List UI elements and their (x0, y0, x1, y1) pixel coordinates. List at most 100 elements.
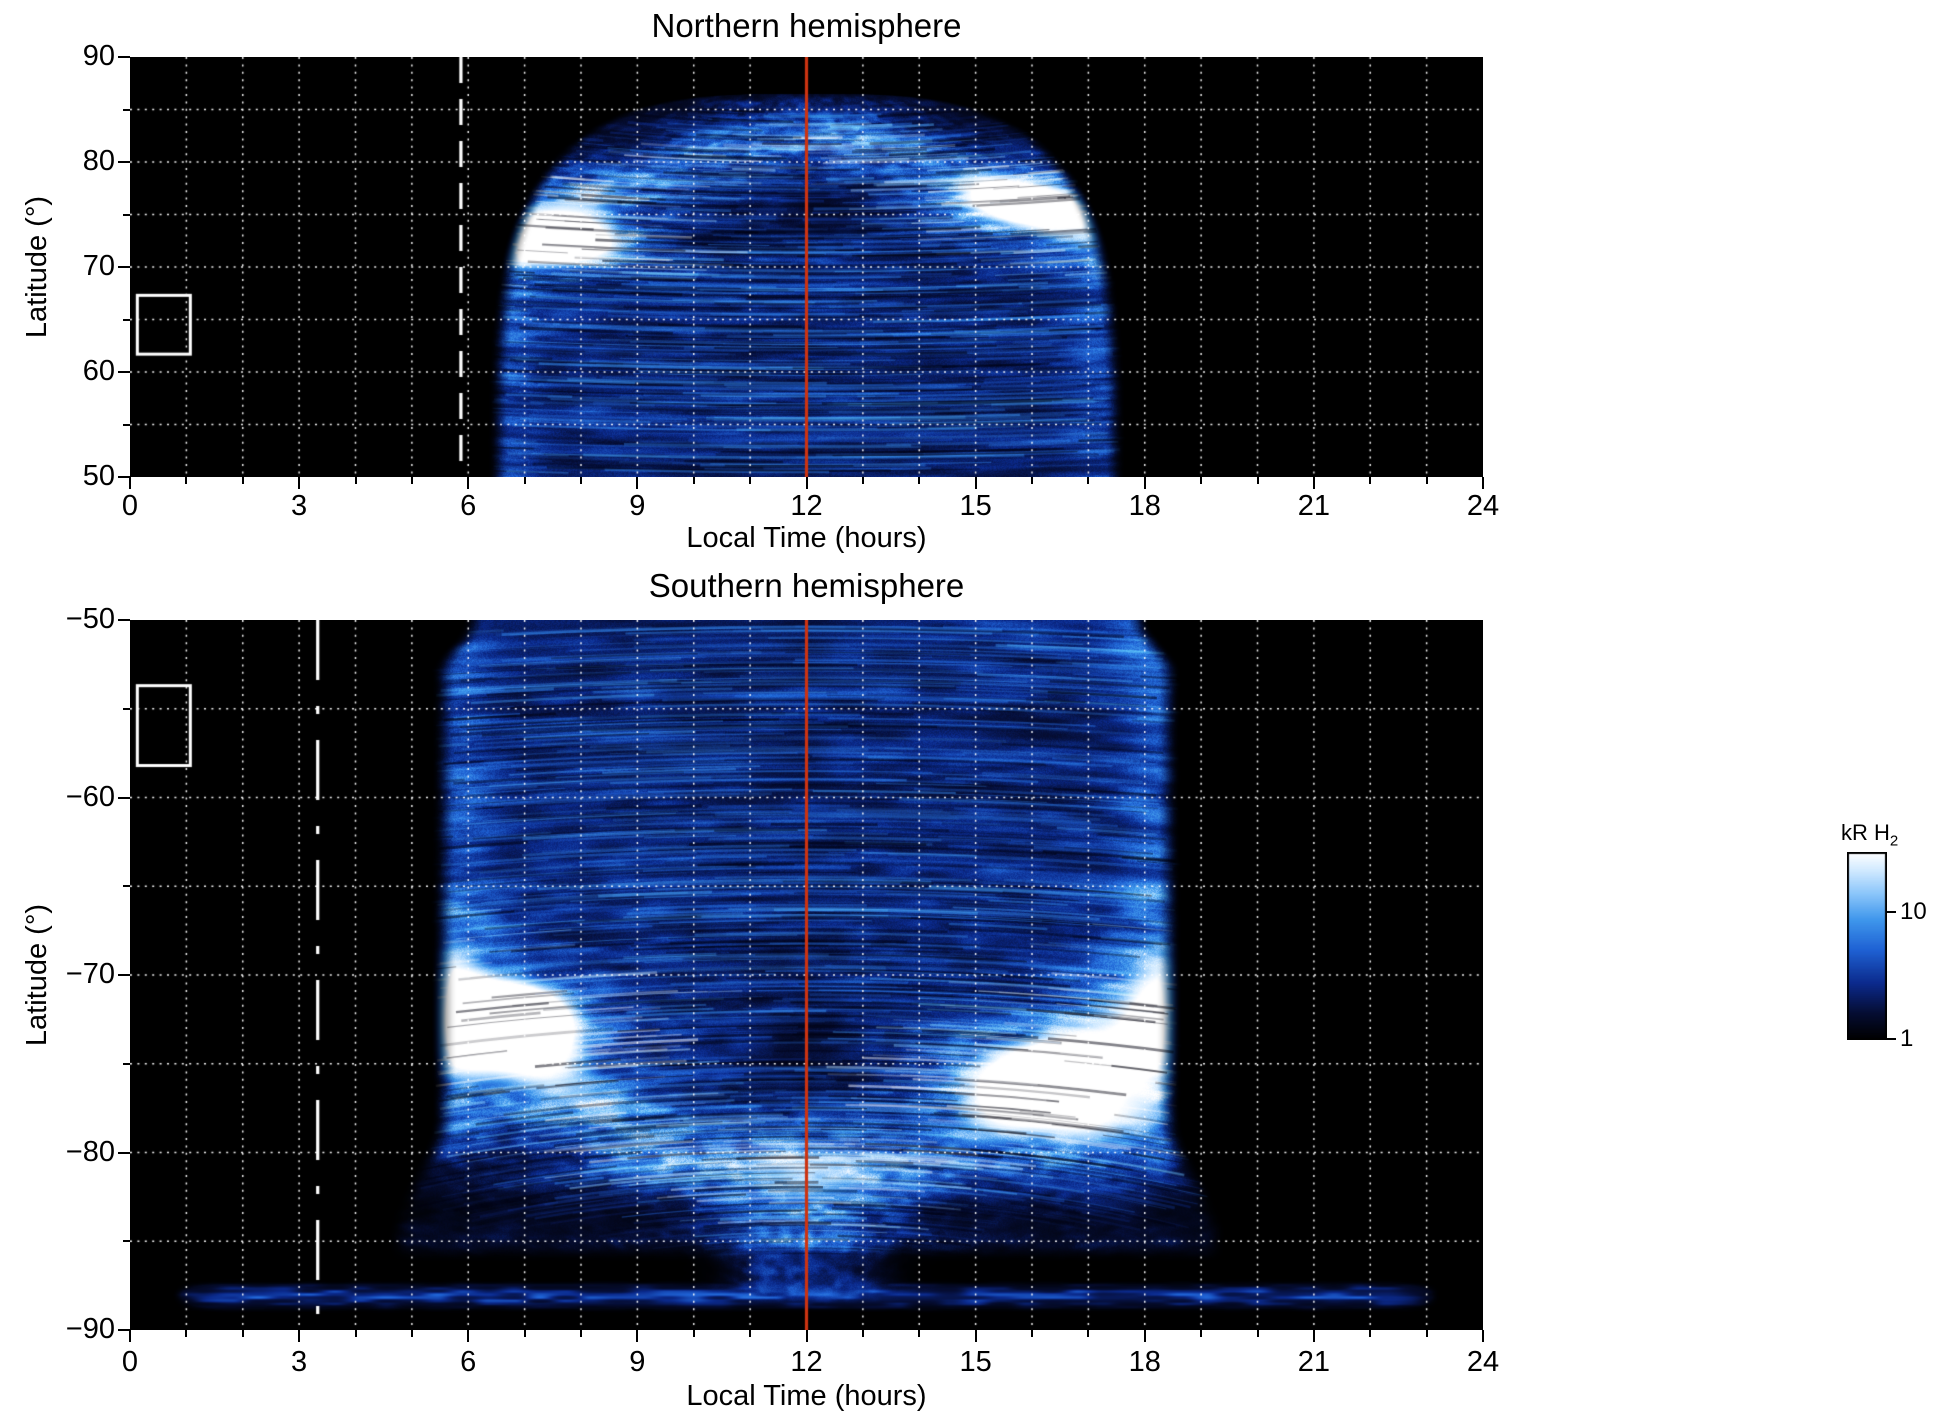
y-major-tick (118, 371, 130, 373)
x-minor-tick (1256, 477, 1259, 484)
y-tick-label: −90 (65, 1313, 115, 1345)
x-minor-tick (410, 1330, 413, 1337)
x-major-tick (129, 477, 131, 489)
x-minor-tick (354, 477, 357, 484)
x-tick-label: 21 (1297, 1346, 1331, 1378)
north-panel-title: Northern hemisphere (651, 7, 962, 44)
x-tick-label: 15 (959, 490, 992, 522)
y-tick-label: 90 (82, 40, 115, 72)
x-tick-label: 12 (790, 490, 823, 522)
colorbar-label-text: kR H (1841, 820, 1890, 845)
y-minor-tick (123, 108, 130, 111)
x-minor-tick (354, 1330, 357, 1337)
colorbar-label-subscript: 2 (1889, 832, 1899, 850)
y-major-tick (118, 56, 130, 58)
x-tick-label: 21 (1297, 490, 1331, 522)
y-major-tick (118, 796, 130, 799)
x-tick-label: 9 (629, 1346, 646, 1378)
x-minor-tick (918, 477, 921, 484)
x-major-tick (1482, 1330, 1484, 1342)
x-tick-label: 6 (460, 1346, 477, 1378)
x-tick-label: 6 (460, 490, 477, 522)
x-minor-tick (580, 477, 582, 484)
south-heatmap-canvas (130, 620, 1483, 1330)
x-minor-tick (749, 477, 752, 484)
y-major-tick (118, 1329, 130, 1331)
colorbar-tick-mark (1887, 1038, 1896, 1040)
y-minor-tick (123, 213, 130, 216)
south-panel-title: Southern hemisphere (648, 567, 965, 604)
x-tick-label: 15 (959, 1346, 992, 1378)
y-major-tick (118, 1151, 130, 1154)
x-minor-tick (861, 477, 864, 484)
x-major-tick (974, 477, 977, 489)
north-heatmap-canvas (130, 57, 1483, 477)
colorbar-tick-label: 10 (1900, 898, 1927, 926)
colorbar-tick-mark (1887, 911, 1896, 914)
x-major-tick (298, 1330, 301, 1342)
y-tick-label: 70 (82, 250, 115, 282)
x-tick-label: 0 (121, 490, 139, 522)
x-major-tick (636, 1330, 639, 1342)
y-minor-tick (123, 423, 130, 426)
y-tick-label: −80 (65, 1135, 115, 1168)
x-tick-label: 18 (1128, 490, 1161, 522)
x-minor-tick (523, 1330, 526, 1337)
x-minor-tick (185, 1330, 188, 1337)
y-tick-label: 80 (82, 145, 115, 177)
y-major-tick (118, 266, 130, 268)
y-tick-label: −60 (65, 780, 115, 813)
y-minor-tick (123, 318, 130, 321)
x-minor-tick (1369, 477, 1372, 484)
x-tick-label: 24 (1466, 1346, 1500, 1378)
x-minor-tick (1200, 1330, 1203, 1337)
y-minor-tick (123, 1240, 130, 1243)
x-tick-label: 24 (1466, 490, 1500, 522)
x-major-tick (805, 1330, 808, 1342)
x-minor-tick (241, 1330, 244, 1337)
x-minor-tick (580, 1330, 582, 1337)
x-major-tick (467, 1330, 470, 1342)
x-tick-label: 3 (291, 1346, 308, 1378)
x-major-tick (129, 1330, 131, 1342)
colorbar-tick-label: 1 (1900, 1025, 1914, 1052)
colorbar-label: kR H2 (1841, 820, 1898, 849)
x-major-tick (1143, 477, 1146, 489)
x-tick-label: 12 (790, 1346, 823, 1378)
x-major-tick (636, 477, 639, 489)
y-minor-tick (123, 1062, 130, 1065)
y-tick-label: 50 (82, 460, 115, 492)
y-tick-label: −50 (65, 603, 115, 635)
x-minor-tick (523, 477, 526, 484)
x-minor-tick (1031, 477, 1033, 484)
x-major-tick (974, 1330, 977, 1342)
x-tick-label: 3 (291, 490, 308, 522)
x-minor-tick (692, 1330, 695, 1337)
x-minor-tick (410, 477, 413, 484)
x-minor-tick (1031, 1330, 1033, 1337)
y-major-tick (118, 974, 130, 976)
x-minor-tick (692, 477, 695, 484)
x-minor-tick (1200, 477, 1203, 484)
x-tick-label: 18 (1128, 1346, 1161, 1378)
north-x-axis-label: Local Time (hours) (686, 522, 927, 554)
x-minor-tick (749, 1330, 752, 1337)
y-major-tick (118, 476, 130, 478)
y-tick-label: −70 (65, 958, 115, 990)
y-tick-label: 60 (82, 355, 115, 387)
x-minor-tick (918, 1330, 921, 1337)
x-minor-tick (1425, 477, 1428, 484)
x-minor-tick (1256, 1330, 1259, 1337)
south-x-axis-label: Local Time (hours) (686, 1380, 927, 1412)
x-major-tick (1312, 1330, 1315, 1342)
x-minor-tick (241, 477, 244, 484)
x-minor-tick (185, 477, 188, 484)
x-major-tick (1143, 1330, 1146, 1342)
x-minor-tick (861, 1330, 864, 1337)
y-minor-tick (123, 707, 130, 710)
colorbar-gradient (1847, 852, 1887, 1040)
y-minor-tick (123, 885, 130, 888)
y-major-tick (118, 619, 130, 621)
x-major-tick (805, 477, 808, 489)
x-tick-label: 0 (121, 1346, 139, 1378)
